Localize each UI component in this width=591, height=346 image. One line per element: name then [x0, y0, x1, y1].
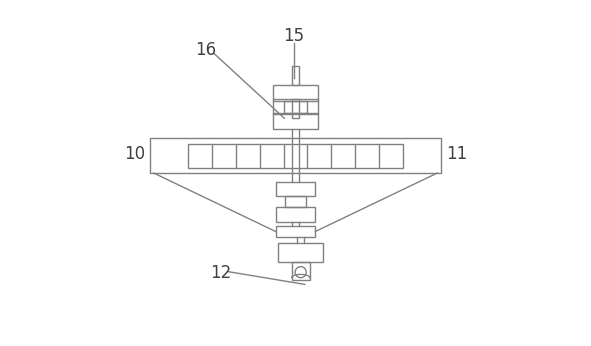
Bar: [275, 207, 316, 222]
Bar: [285, 196, 306, 207]
Bar: [275, 226, 316, 237]
Bar: [292, 262, 310, 280]
Bar: [189, 144, 402, 168]
Bar: [273, 113, 318, 129]
Bar: [284, 101, 307, 113]
Text: 12: 12: [210, 264, 232, 282]
Bar: [292, 66, 299, 85]
Text: 10: 10: [124, 145, 145, 163]
Bar: [273, 99, 318, 114]
Bar: [292, 99, 299, 118]
Bar: [278, 243, 323, 262]
Text: 11: 11: [446, 145, 467, 163]
Text: 16: 16: [195, 41, 216, 59]
Bar: [273, 85, 318, 101]
Bar: [150, 138, 441, 173]
Text: 15: 15: [283, 27, 304, 45]
Bar: [275, 182, 316, 196]
